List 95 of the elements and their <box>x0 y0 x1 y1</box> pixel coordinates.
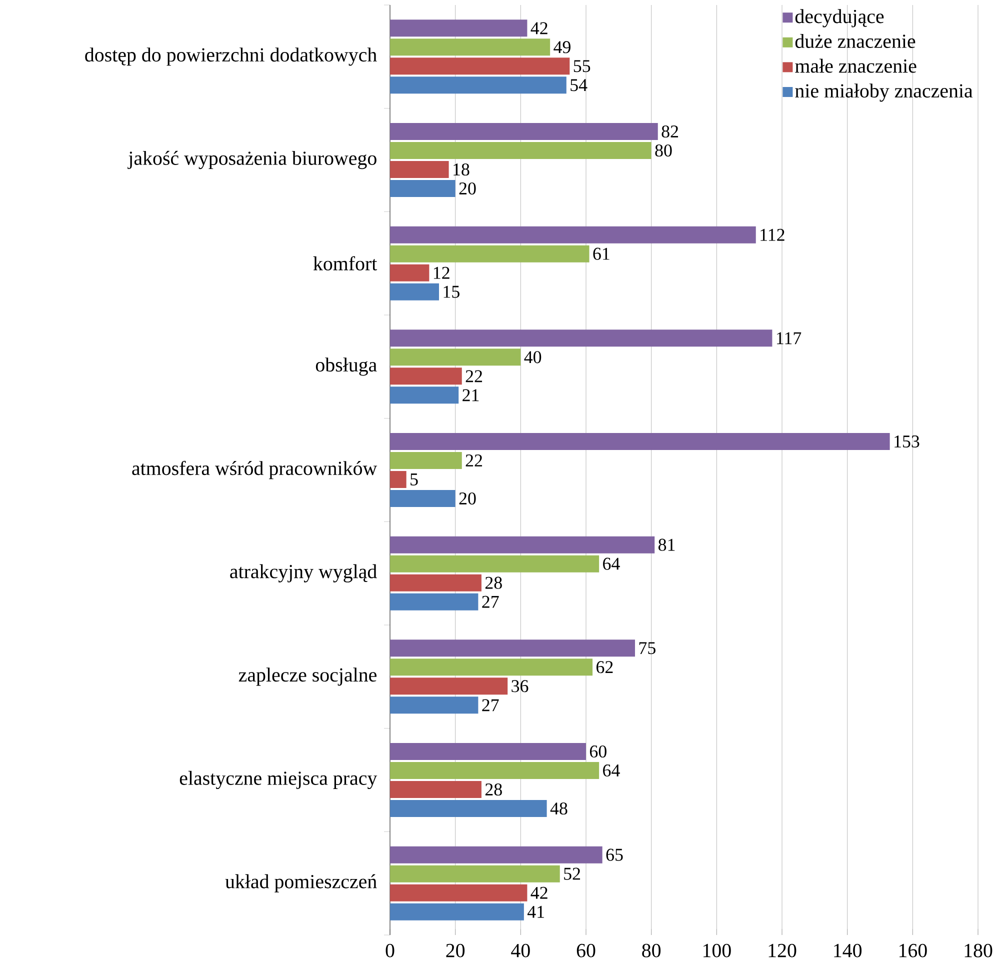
data-label: 12 <box>434 266 450 279</box>
data-label: 80 <box>655 144 672 157</box>
y-tick-label: atmosfera wśród pracowników <box>132 460 378 480</box>
data-label: 18 <box>454 163 470 176</box>
x-tick-label: 40 <box>511 944 530 958</box>
y-tick-label: atrakcyjny wygląd <box>230 564 377 582</box>
data-label: 27 <box>482 699 499 712</box>
data-label: 48 <box>550 802 568 815</box>
data-label: 28 <box>485 783 502 796</box>
y-tick-label: komfort <box>313 256 378 270</box>
data-label: 22 <box>466 370 482 382</box>
legend-label: decydujące <box>795 9 884 28</box>
data-label: 5 <box>410 474 418 486</box>
bar <box>390 490 456 507</box>
x-tick-label: 120 <box>768 944 796 958</box>
bar <box>390 658 593 676</box>
bar <box>390 846 602 864</box>
x-tick-label: 160 <box>899 944 927 958</box>
data-label: 117 <box>776 332 802 344</box>
data-label: 49 <box>554 41 570 54</box>
legend-label: małe znaczenie <box>795 58 916 73</box>
bar <box>390 283 439 300</box>
bar <box>390 800 547 817</box>
bar <box>390 743 586 760</box>
bar <box>390 122 658 140</box>
data-label: 20 <box>459 492 476 505</box>
bar <box>390 245 590 262</box>
data-label: 28 <box>485 576 502 589</box>
data-label: 64 <box>603 558 620 570</box>
data-label: 62 <box>596 661 613 674</box>
bar <box>390 264 430 282</box>
bar <box>390 348 521 366</box>
data-label: 15 <box>444 286 460 298</box>
bar <box>390 226 756 244</box>
y-tick-label: układ pomieszczeń <box>225 874 377 892</box>
data-label: 60 <box>590 745 606 758</box>
bar <box>390 781 482 798</box>
data-label: 20 <box>459 182 476 195</box>
data-label: 55 <box>574 60 590 72</box>
data-label: 27 <box>482 596 499 608</box>
bar <box>390 536 655 554</box>
legend-label: duże znaczenie <box>795 34 916 48</box>
data-label: 82 <box>662 125 678 138</box>
bar <box>390 884 528 902</box>
data-label: 42 <box>530 22 548 34</box>
bar <box>390 386 459 404</box>
data-label: 52 <box>564 868 580 880</box>
data-label: 54 <box>570 79 588 92</box>
bar <box>390 452 462 469</box>
bar <box>390 903 524 920</box>
data-label: 112 <box>760 228 784 241</box>
x-tick-label: 80 <box>642 944 661 958</box>
bar <box>390 180 456 197</box>
data-label: 36 <box>512 680 528 692</box>
y-tick-label: elastyczne miejsca pracy <box>180 770 378 790</box>
y-tick-label: obsługa <box>316 358 377 376</box>
bar <box>390 76 566 94</box>
x-tick-label: 0 <box>386 944 394 958</box>
y-tick-label: dostęp do powierzchni dodatkowych <box>85 48 377 66</box>
bar <box>390 593 478 610</box>
bar <box>390 38 550 56</box>
bar <box>390 678 508 695</box>
bar <box>390 574 482 592</box>
bar <box>390 555 600 572</box>
data-label: 64 <box>603 764 620 777</box>
bar <box>390 20 528 37</box>
data-label: 40 <box>524 351 542 364</box>
bar <box>390 696 478 714</box>
bar <box>390 470 406 488</box>
y-tick-label: zaplecze socjalne <box>238 668 376 686</box>
bar <box>390 330 772 347</box>
bar <box>390 160 449 178</box>
x-tick-label: 100 <box>703 944 731 958</box>
bar <box>390 368 462 385</box>
bar <box>390 865 560 882</box>
data-label: 75 <box>639 642 656 654</box>
bar <box>390 58 570 75</box>
x-tick-label: 140 <box>834 944 862 958</box>
bar <box>390 762 600 779</box>
data-label: 65 <box>606 848 623 861</box>
x-tick-label: 20 <box>446 944 465 958</box>
x-tick-label: 180 <box>964 944 992 958</box>
data-label: 41 <box>527 906 544 918</box>
y-tick-label: jakość wyposażenia biurowego <box>128 150 376 170</box>
data-label: 61 <box>593 248 610 260</box>
data-label: 22 <box>466 454 482 466</box>
legend-label: nie miałoby znaczenia <box>795 84 973 102</box>
data-label: 21 <box>462 389 479 402</box>
bar <box>390 640 636 657</box>
bar <box>390 142 652 159</box>
data-label: 153 <box>894 435 920 448</box>
x-tick-label: 60 <box>576 944 596 958</box>
data-label: 81 <box>658 538 675 551</box>
data-label: 42 <box>530 886 548 899</box>
bar <box>390 432 890 450</box>
